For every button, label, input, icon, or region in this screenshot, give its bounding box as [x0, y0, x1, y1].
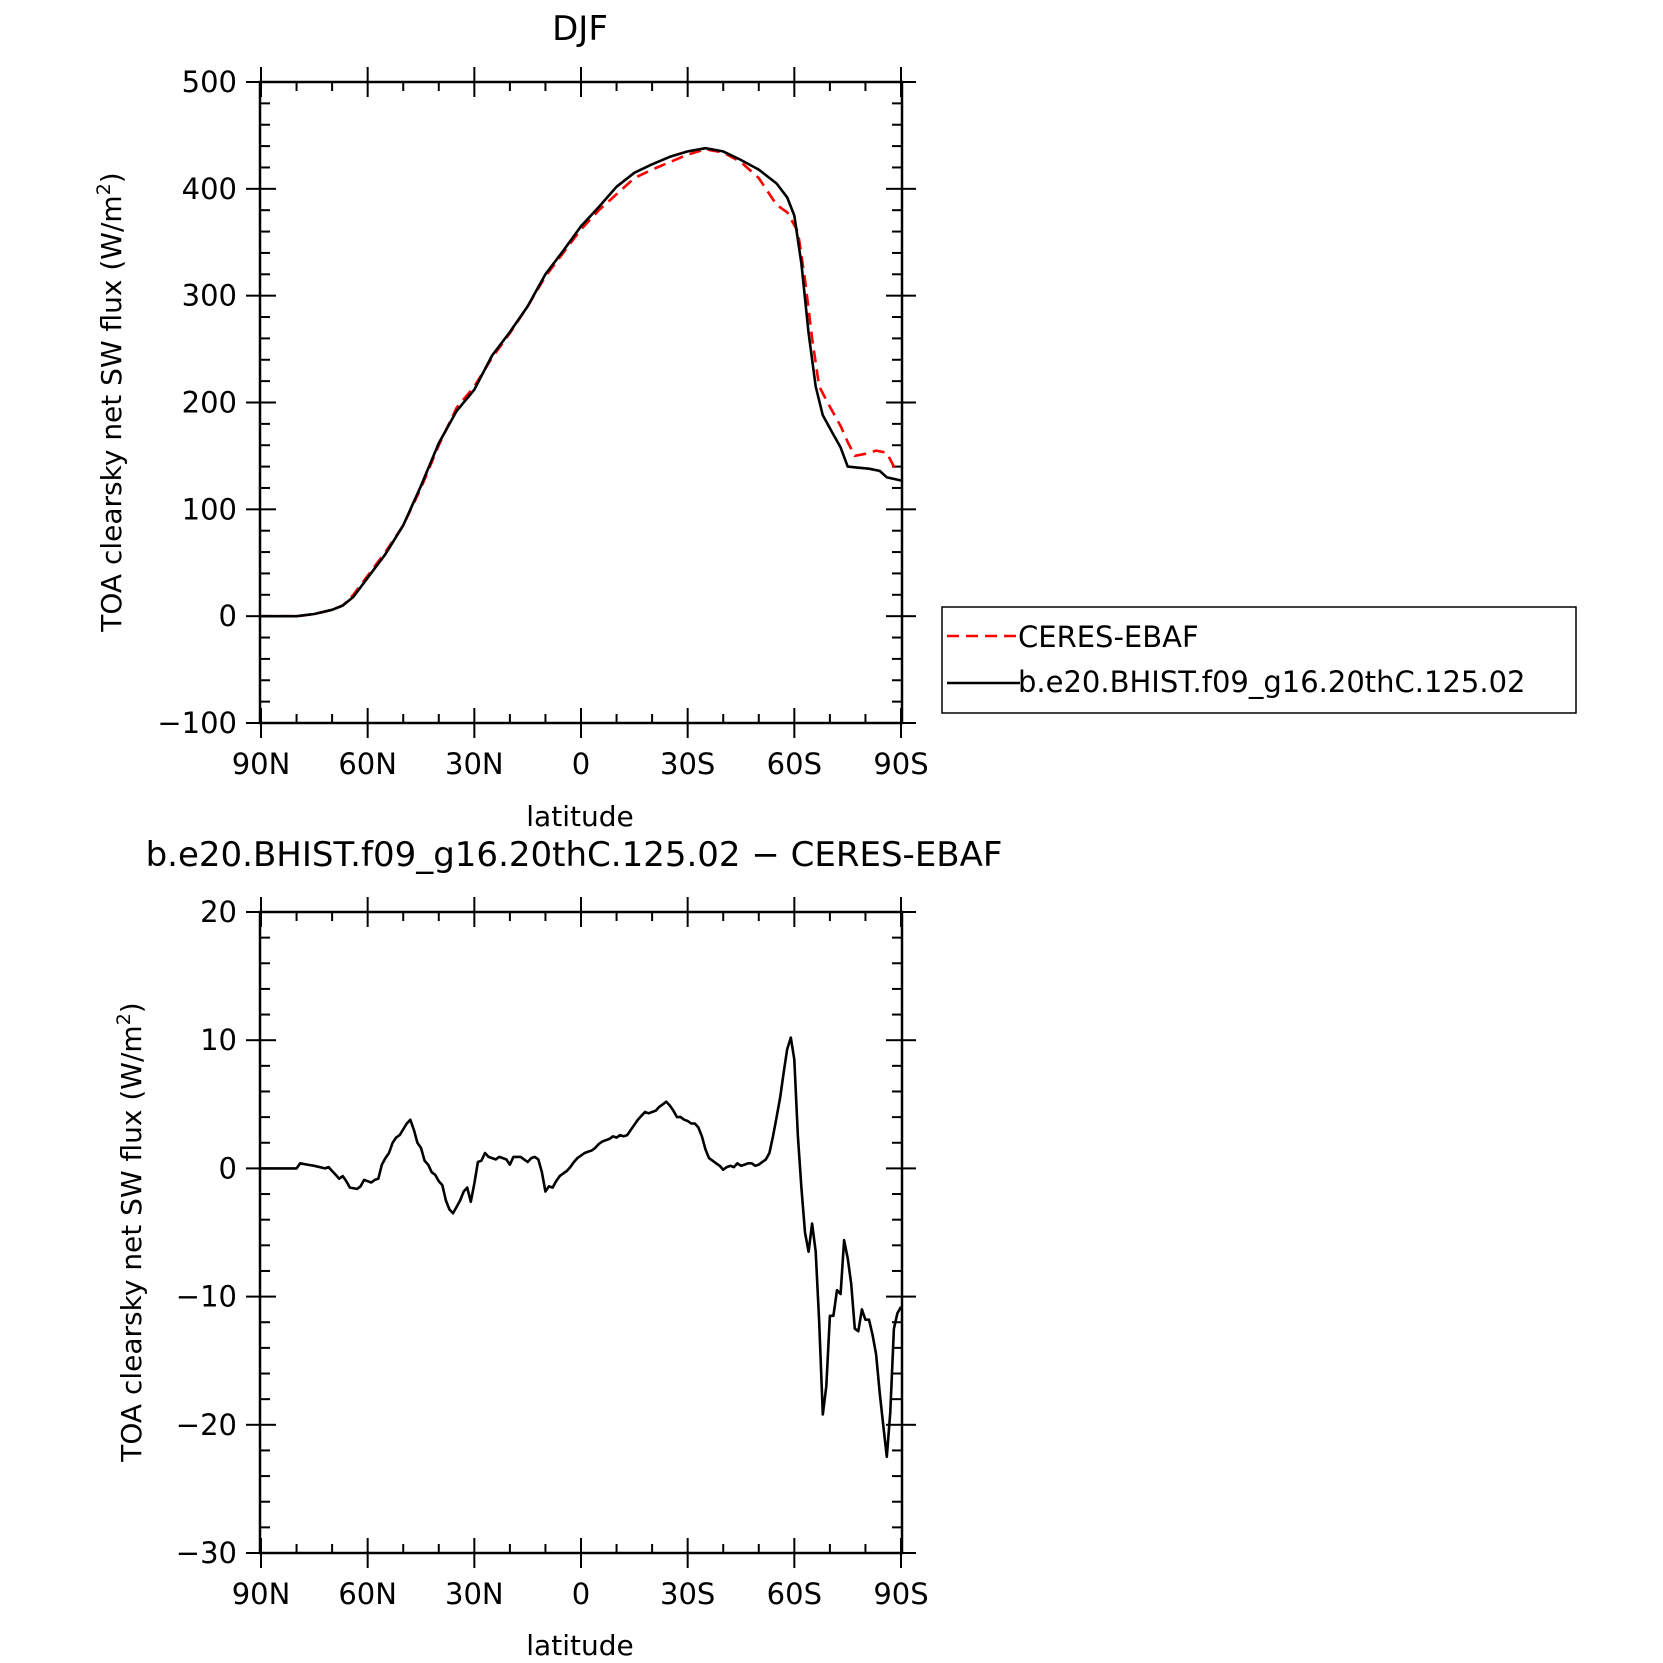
bottom-axis-ticks — [246, 897, 916, 1568]
top-axis-ticks — [246, 67, 916, 738]
y-tick-label: −100 — [157, 706, 237, 740]
x-tick-label: 60S — [767, 1577, 822, 1611]
legend-label-ceres: CERES-EBAF — [1018, 620, 1199, 654]
x-tick-label: 60N — [338, 1577, 397, 1611]
y-tick-label: 100 — [182, 492, 237, 526]
x-tick-label: 30S — [660, 747, 715, 781]
y-tick-label: 20 — [200, 895, 237, 929]
y-tick-label: 10 — [200, 1023, 237, 1057]
bottom-y-axis-label: TOA clearsky net SW flux (W/m2) — [113, 1002, 148, 1462]
y-tick-label: −10 — [176, 1280, 237, 1314]
bottom-chart-title: b.e20.BHIST.f09_g16.20thC.125.02 − CERES… — [146, 835, 1003, 875]
y-tick-label: −30 — [176, 1536, 237, 1570]
legend: CERES-EBAF b.e20.BHIST.f09_g16.20thC.125… — [941, 606, 1577, 714]
x-tick-label: 90S — [873, 1577, 928, 1611]
y-tick-label: 0 — [219, 1151, 237, 1185]
series-line-0 — [261, 148, 902, 618]
x-tick-label: 60S — [767, 747, 822, 781]
top-panel: DJF −100 0 100 200 300 400 500 90N 60N 30N 0 30S 60… — [93, 9, 1577, 833]
bottom-y-axis-label-main: TOA clearsky net SW flux (W/m — [115, 1025, 148, 1462]
x-tick-label: 60N — [338, 747, 397, 781]
bottom-y-axis-label-sup: 2 — [113, 1013, 135, 1025]
top-y-axis-label-main: TOA clearsky net SW flux (W/m — [95, 195, 128, 632]
top-x-axis-label: latitude — [526, 800, 633, 833]
top-y-axis-label-close: ) — [95, 172, 128, 183]
bottom-x-tick-labels: 90N 60N 30N 0 30S 60S 90S — [232, 1577, 929, 1611]
x-tick-label: 30N — [445, 1577, 504, 1611]
top-series-lines — [261, 146, 902, 618]
x-tick-label: 90S — [873, 747, 928, 781]
x-tick-label: 30N — [445, 747, 504, 781]
y-tick-label: 200 — [182, 386, 237, 420]
series-line-1 — [261, 146, 902, 618]
y-tick-label: 500 — [182, 65, 237, 99]
legend-label-model: b.e20.BHIST.f09_g16.20thC.125.02 — [1018, 665, 1525, 699]
legend-box — [941, 606, 1577, 714]
y-tick-label: 0 — [219, 599, 237, 633]
x-tick-label: 90N — [232, 747, 291, 781]
y-tick-label: −20 — [176, 1408, 237, 1442]
bottom-y-axis-label-close: ) — [115, 1002, 148, 1013]
top-plot-frame — [258, 80, 904, 725]
bottom-plot-frame — [258, 910, 904, 1555]
y-tick-label: 300 — [182, 279, 237, 313]
bottom-panel: b.e20.BHIST.f09_g16.20thC.125.02 − CERES… — [113, 835, 1002, 1662]
x-tick-label: 0 — [572, 1577, 590, 1611]
bottom-x-axis-label: latitude — [526, 1629, 633, 1662]
bottom-y-tick-labels: −30 −20 −10 0 10 20 — [176, 895, 237, 1570]
top-chart-title: DJF — [552, 9, 608, 49]
bottom-series-lines — [261, 1036, 903, 1459]
top-y-axis-label: TOA clearsky net SW flux (W/m2) — [93, 172, 128, 632]
top-y-tick-labels: −100 0 100 200 300 400 500 — [157, 65, 237, 740]
x-tick-label: 0 — [572, 747, 590, 781]
x-tick-label: 30S — [660, 1577, 715, 1611]
y-tick-label: 400 — [182, 172, 237, 206]
series-line-0 — [261, 1036, 903, 1459]
top-x-tick-labels: 90N 60N 30N 0 30S 60S 90S — [232, 747, 929, 781]
x-tick-label: 90N — [232, 1577, 291, 1611]
top-y-axis-label-sup: 2 — [93, 183, 115, 195]
